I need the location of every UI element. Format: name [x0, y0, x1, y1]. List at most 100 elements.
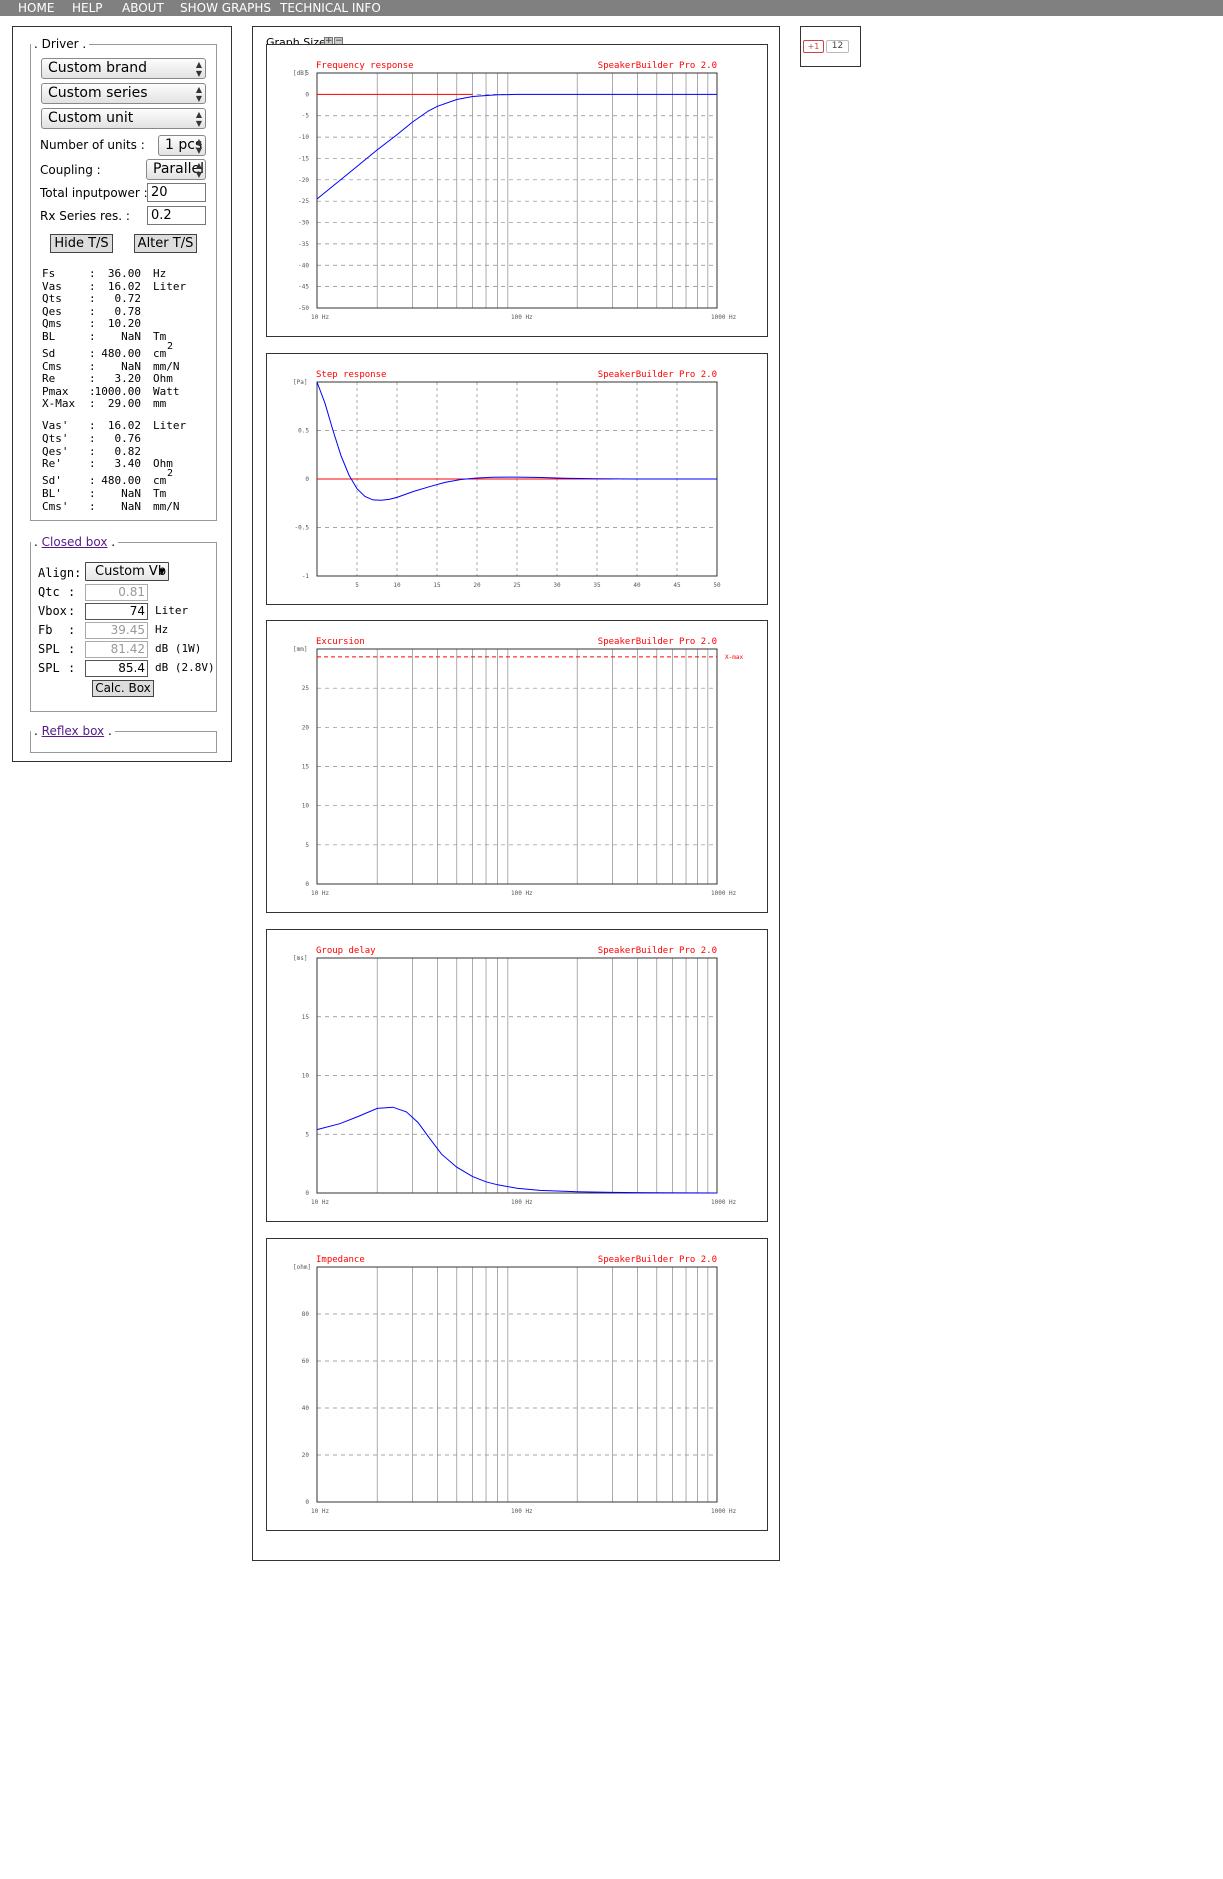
- y-tick-label: 20: [302, 1452, 310, 1459]
- ts-param-value: NaN: [121, 487, 141, 500]
- menu-help[interactable]: HELP: [72, 1, 103, 15]
- group-delay-chart: Group delay SpeakerBuilder Pro 2.0 [ms] 10 …: [293, 946, 737, 1206]
- units-select[interactable]: 1 pcs ▲ ▼: [158, 135, 206, 156]
- unit-select[interactable]: Custom unit ▲ ▼: [41, 108, 206, 129]
- y-tick-label: 40: [302, 1405, 310, 1412]
- menu-show-graphs[interactable]: SHOW GRAPHS: [180, 1, 272, 15]
- brand-select-value: Custom brand: [48, 60, 148, 76]
- rx-series-input[interactable]: 0.2: [147, 206, 206, 225]
- x-tick-label: 100 Hz: [511, 1508, 533, 1515]
- alter-ts-button[interactable]: Alter T/S: [134, 234, 197, 253]
- plus-one-count: 12: [826, 40, 849, 53]
- plot-frame: [316, 648, 718, 885]
- ts-param-value: 0.76: [114, 432, 142, 445]
- excursion-chart: Excursion SpeakerBuilder Pro 2.0 [mm] 10 Hz…: [293, 637, 743, 897]
- ts-param-unit: Liter: [153, 279, 187, 293]
- y-tick-label: 15: [302, 764, 310, 771]
- ts-param-unit: cm: [153, 474, 167, 487]
- y-tick-label: -10: [298, 134, 309, 141]
- ts-param-unit: Ohm: [153, 457, 173, 470]
- ts-param-name: Qes': [42, 444, 69, 458]
- coupling-select[interactable]: Parallel ▲ ▼: [146, 159, 206, 180]
- driver-fieldset: . Driver .: [30, 37, 217, 521]
- x-tick-label: 15: [433, 582, 441, 589]
- chart-title: Step response: [316, 370, 386, 380]
- ts-param-value: 480.00: [101, 347, 141, 360]
- chart-brand: SpeakerBuilder Pro 2.0: [598, 370, 717, 380]
- box-param-label: SPL: [38, 642, 60, 656]
- y-axis-unit: [Pa]: [293, 379, 307, 386]
- ts-param-name: Sd': [42, 474, 62, 487]
- box-param-separator: :: [68, 585, 76, 599]
- y-tick-label: 20: [302, 724, 310, 731]
- ts-param-value: 3.20: [114, 372, 142, 385]
- y-tick-label: -40: [298, 262, 309, 269]
- ts-param-separator: :: [89, 384, 96, 398]
- menu-home[interactable]: HOME: [18, 1, 55, 15]
- series-select[interactable]: Custom series ▲ ▼: [41, 83, 206, 104]
- ts-param-name: Cms: [42, 360, 62, 373]
- google-plus-one-button[interactable]: +1: [803, 40, 824, 53]
- x-tick-label: 10 Hz: [311, 1199, 329, 1206]
- ts-param-separator: :: [89, 432, 96, 445]
- x-tick-label: 100 Hz: [511, 890, 533, 897]
- plot-frame: [316, 72, 718, 309]
- align-select[interactable]: Custom Vb ▼: [85, 562, 169, 581]
- hide-ts-button[interactable]: Hide T/S: [50, 234, 113, 253]
- ts-param-separator: :: [89, 444, 96, 458]
- x-tick-label: 10 Hz: [311, 1508, 329, 1515]
- ts-param-name: Vas: [42, 279, 62, 293]
- chevron-down-icon: ▼: [158, 567, 165, 576]
- y-tick-label: -35: [298, 241, 309, 248]
- select-arrows-icon: ▲ ▼: [195, 161, 202, 179]
- ts-param-separator: :: [89, 360, 96, 373]
- box-param-input: 39.45: [85, 622, 148, 639]
- y-tick-label: -1: [302, 573, 310, 580]
- select-arrows-icon: ▲ ▼: [195, 60, 202, 78]
- box-param-input[interactable]: 85.4: [85, 660, 148, 677]
- ts-param-value: 0.82: [114, 444, 142, 458]
- reflex-box-link[interactable]: Reflex box: [41, 724, 105, 738]
- y-tick-label: 10: [302, 1073, 310, 1080]
- x-tick-label: 5: [355, 582, 359, 589]
- ts-param-separator: :: [89, 279, 96, 293]
- ts-param-value: 480.00: [101, 474, 141, 487]
- y-axis-unit: [dB]: [293, 70, 307, 77]
- series-select-value: Custom series: [48, 85, 148, 101]
- y-tick-label: 0.5: [298, 428, 309, 435]
- power-input[interactable]: 20: [147, 183, 206, 202]
- y-tick-label: 0: [305, 1499, 309, 1506]
- plus-one-label: +1: [807, 42, 820, 51]
- ts-param-unit-exponent: 2: [167, 468, 174, 479]
- calc-box-button[interactable]: Calc. Box: [92, 680, 154, 697]
- ts-param-unit: Liter: [153, 419, 187, 432]
- units-label: Number of units :: [40, 138, 145, 152]
- x-tick-label: 100 Hz: [511, 314, 533, 321]
- ts-param-name: Pmax: [42, 384, 69, 398]
- closed-box-link[interactable]: Closed box: [41, 535, 108, 549]
- brand-select[interactable]: Custom brand ▲ ▼: [41, 58, 206, 79]
- ts-param-unit-sup: 2: [167, 341, 173, 357]
- ts-param-separator: :: [89, 474, 96, 487]
- y-tick-label: 25: [302, 685, 310, 692]
- ts-param-separator: :: [89, 267, 96, 280]
- x-tick-label: 30: [553, 582, 561, 589]
- ts-param-unit: Tm: [153, 329, 167, 343]
- y-tick-label: -0.5: [295, 525, 310, 532]
- ts-param-value: 16.02: [107, 419, 141, 432]
- align-label: Align:: [38, 566, 82, 580]
- box-param-separator: :: [68, 623, 76, 637]
- ts-param-value: 16.02: [107, 279, 141, 293]
- closed-box-legend: . Closed box .: [34, 535, 116, 549]
- y-axis-unit: [ms]: [293, 955, 307, 962]
- ts-param-unit: Watt: [153, 384, 180, 398]
- box-param-input: 81.42: [85, 641, 148, 658]
- ts-param-value: 10.20: [107, 317, 141, 330]
- ts-param-unit: Tm: [153, 487, 167, 500]
- ts-param-unit-sup: 2: [167, 468, 173, 484]
- select-arrows-icon: ▲ ▼: [195, 110, 202, 128]
- box-param-input[interactable]: 74: [85, 603, 148, 620]
- y-tick-label: -20: [298, 177, 309, 184]
- menu-about[interactable]: ABOUT: [122, 1, 164, 15]
- menu-technical-info[interactable]: TECHNICAL INFO: [280, 1, 381, 15]
